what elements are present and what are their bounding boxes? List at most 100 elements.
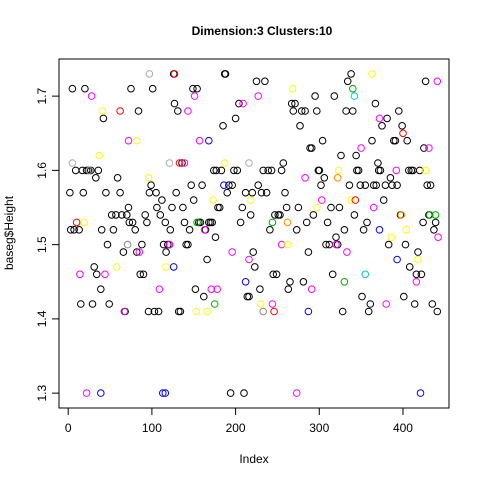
- data-point: [350, 211, 359, 219]
- data-point: [170, 70, 179, 78]
- data-point: [330, 92, 339, 100]
- data-point: [259, 166, 268, 175]
- data-point: [415, 166, 424, 175]
- data-point: [81, 84, 89, 93]
- data-point: [205, 136, 213, 145]
- y-tick-label: 1.3: [35, 384, 49, 401]
- data-point: [296, 122, 304, 130]
- data-point: [239, 99, 247, 108]
- data-point: [174, 107, 182, 115]
- data-point: [375, 226, 384, 234]
- data-point: [97, 226, 106, 234]
- data-point: [335, 203, 344, 212]
- data-point: [431, 218, 440, 227]
- data-point: [165, 240, 174, 249]
- data-point: [343, 248, 351, 256]
- data-point: [128, 218, 137, 227]
- data-point: [184, 240, 192, 249]
- data-point: [97, 389, 105, 397]
- data-point: [107, 211, 116, 219]
- data-point: [175, 159, 184, 167]
- data-point: [207, 285, 216, 294]
- data-point: [124, 203, 133, 212]
- data-point: [165, 159, 174, 167]
- data-point: [245, 292, 253, 301]
- data-point: [392, 166, 401, 175]
- data-point: [248, 188, 257, 197]
- data-point: [357, 144, 365, 152]
- data-point: [276, 211, 284, 219]
- data-point: [317, 181, 325, 189]
- data-point: [159, 389, 167, 397]
- data-point: [287, 99, 296, 108]
- data-point: [103, 240, 112, 249]
- x-tick-label: 400: [393, 421, 413, 435]
- chart-title: Dimension:3 Clusters:10: [192, 24, 333, 38]
- data-point: [398, 122, 406, 130]
- data-point: [147, 181, 155, 189]
- data-point: [119, 248, 128, 256]
- data-point: [138, 240, 146, 249]
- data-point: [376, 166, 385, 175]
- data-point: [245, 255, 253, 264]
- data-point: [338, 307, 347, 316]
- data-point: [185, 226, 194, 234]
- data-point: [77, 300, 85, 308]
- data-point: [266, 226, 274, 234]
- data-point: [361, 270, 370, 279]
- data-point: [426, 211, 434, 219]
- data-point: [386, 174, 395, 182]
- data-point: [220, 181, 228, 189]
- y-tick-label: 1.4: [35, 310, 49, 327]
- data-point: [95, 151, 103, 160]
- data-point: [289, 107, 298, 115]
- data-point: [195, 136, 204, 145]
- data-point: [301, 174, 309, 182]
- data-point: [342, 107, 350, 115]
- data-point: [87, 92, 96, 100]
- data-point: [198, 181, 206, 189]
- data-point: [80, 218, 88, 227]
- data-point: [393, 181, 401, 189]
- data-point: [277, 166, 286, 175]
- data-point: [282, 203, 291, 212]
- data-point: [332, 240, 340, 249]
- data-point: [323, 218, 332, 227]
- data-point: [349, 84, 357, 93]
- data-point: [71, 166, 80, 175]
- data-point: [213, 285, 221, 294]
- data-point: [120, 307, 129, 316]
- data-point: [101, 270, 109, 279]
- data-point: [395, 107, 403, 115]
- data-point: [292, 389, 301, 397]
- data-point: [405, 166, 413, 175]
- data-point: [112, 211, 120, 219]
- data-point: [345, 181, 354, 189]
- data-point: [97, 285, 105, 294]
- data-point: [162, 263, 170, 271]
- data-point: [428, 300, 437, 308]
- data-point: [397, 211, 406, 219]
- data-point: [116, 188, 124, 197]
- data-point: [279, 159, 288, 167]
- data-point: [144, 307, 153, 316]
- data-point: [351, 196, 360, 204]
- data-point: [82, 389, 91, 397]
- y-tick-label: 1.5: [35, 236, 49, 253]
- data-point: [203, 307, 211, 316]
- data-point: [154, 307, 163, 316]
- x-axis-label: Index: [239, 452, 268, 466]
- data-point: [254, 92, 263, 100]
- data-point: [180, 218, 189, 227]
- data-point: [291, 99, 299, 108]
- data-point: [332, 233, 340, 241]
- data-point: [292, 226, 301, 234]
- data-points: [66, 70, 442, 397]
- data-point: [170, 99, 179, 108]
- data-point: [421, 77, 430, 86]
- data-point: [109, 226, 118, 234]
- data-point: [426, 181, 435, 189]
- data-point: [283, 218, 292, 227]
- data-point: [270, 307, 278, 316]
